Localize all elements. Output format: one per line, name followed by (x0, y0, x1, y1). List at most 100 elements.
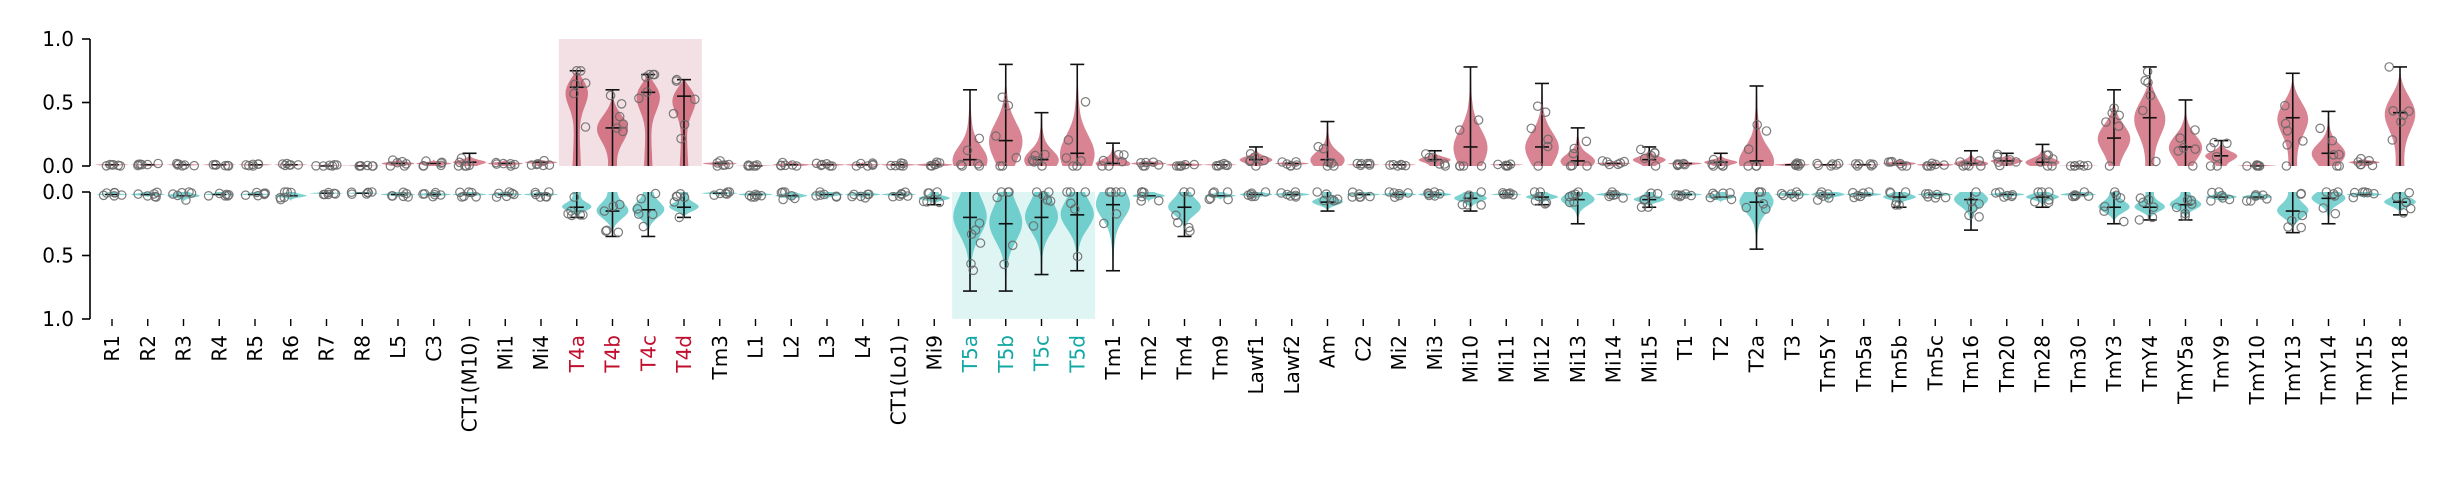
point-bottom-Lawf1 (1247, 191, 1257, 202)
point-top-L3 (821, 159, 832, 169)
point-bottom-L5 (398, 187, 409, 198)
point-top-T2a (1743, 144, 1754, 154)
point-top-R2 (135, 159, 145, 169)
point-bottom-Tm28 (2033, 187, 2043, 197)
point-bottom-Lawf1 (1260, 187, 1271, 197)
point-top-T4c (648, 69, 658, 80)
violin-top-T4d (668, 74, 700, 166)
point-bottom-Mi13 (1573, 187, 1584, 197)
category-label: R7 (315, 335, 339, 362)
point-bottom-T5b (1003, 187, 1013, 197)
point-top-T4d (676, 133, 686, 144)
point-bottom-T5c (1028, 221, 1039, 231)
point-top-T2 (1708, 154, 1719, 165)
point-top-Mi3 (1434, 159, 1445, 169)
point-top-T5a (957, 161, 967, 171)
point-bottom-Mi4 (540, 191, 551, 202)
point-bottom-Tm28 (2043, 197, 2054, 208)
point-top-T5b (1011, 152, 1022, 163)
point-bottom-R8 (361, 189, 372, 199)
category-label: T4a (565, 335, 589, 373)
point-top-Am (1329, 161, 1339, 171)
point-top-L2 (791, 161, 802, 171)
point-top-Mi12 (1543, 134, 1553, 145)
category-label: R4 (207, 335, 231, 362)
point-bottom-T4c (650, 188, 661, 199)
point-top-L1 (750, 161, 761, 171)
violin-bottom-T4d (669, 189, 699, 223)
point-bottom-Tm5c (1921, 189, 1931, 199)
point-bottom-Tm9 (1222, 187, 1233, 197)
point-top-T5a (974, 161, 985, 171)
point-top-TmY15 (2367, 160, 2378, 171)
point-top-Mi13 (1569, 143, 1580, 154)
violin-bottom-R7 (309, 187, 344, 200)
category-label: Lawf2 (1280, 335, 1304, 395)
point-top-TmY9 (2206, 142, 2216, 153)
point-top-C3 (421, 156, 431, 166)
y-tick-label-top: 0.0 (42, 154, 74, 178)
category-label: Tm1 (1101, 335, 1125, 380)
category-label: TmY18 (2388, 335, 2412, 405)
point-top-TmY13 (2280, 100, 2290, 111)
category-label: Mi14 (1602, 335, 1626, 383)
point-top-Tm20 (2011, 157, 2021, 167)
point-top-TmY5a (2190, 144, 2200, 154)
point-top-Mi14 (1602, 157, 1612, 167)
point-bottom-R4 (220, 191, 230, 201)
point-bottom-CT1(Lo1) (888, 191, 898, 202)
point-top-T2a (1743, 161, 1753, 171)
point-bottom-Mi4 (530, 189, 541, 200)
point-bottom-Tm1 (1111, 209, 1122, 219)
category-label: C3 (422, 335, 446, 362)
point-top-T4b (618, 119, 629, 129)
point-top-T5b (997, 92, 1008, 102)
point-top-T2 (1718, 161, 1728, 171)
point-top-TmY4 (2142, 66, 2153, 77)
point-top-T4c (642, 87, 652, 97)
point-top-TmY15 (2355, 159, 2366, 170)
point-top-Tm1 (1098, 155, 1109, 166)
violin-bottom-TmY15 (2346, 187, 2382, 203)
category-label: T5c (1030, 335, 1054, 372)
point-bottom-Am (1312, 187, 1322, 197)
violin-top-C2 (1346, 158, 1381, 171)
y-tick-label-bottom: 0.5 (42, 244, 74, 268)
point-bottom-T4b (600, 226, 611, 236)
point-bottom-TmY18 (2398, 208, 2409, 218)
point-bottom-R6 (286, 187, 296, 198)
violin-bottom-T4c (632, 188, 665, 238)
point-bottom-L2 (789, 193, 800, 204)
point-top-T5a (974, 133, 985, 144)
point-top-Tm5a (1850, 159, 1861, 169)
point-bottom-Am (1319, 195, 1329, 206)
point-top-Tm30 (2075, 160, 2085, 170)
point-top-Mi12 (1533, 161, 1543, 171)
category-label: Mi15 (1637, 335, 1661, 383)
point-bottom-TmY15 (2349, 187, 2360, 198)
category-label: R2 (136, 335, 160, 362)
point-top-TmY13 (2282, 140, 2292, 150)
point-top-Lawf2 (1285, 161, 1296, 171)
point-bottom-TmY5a (2171, 202, 2182, 213)
violin-bottom-Tm5b (1883, 187, 1916, 210)
violin-bottom-R3 (167, 187, 200, 205)
point-bottom-Mi10 (1457, 199, 1468, 210)
point-top-TmY13 (2298, 136, 2308, 146)
point-bottom-Mi13 (1569, 197, 1579, 207)
point-top-L3 (824, 161, 835, 171)
point-bottom-R4 (214, 188, 225, 199)
point-bottom-T5a (975, 238, 986, 248)
violin-top-R7 (306, 160, 347, 171)
point-top-T4d (679, 119, 690, 130)
point-bottom-Tm5a (1858, 188, 1868, 198)
point-bottom-TmY15 (2348, 192, 2359, 203)
violin-bottom-Lawf1 (1239, 187, 1273, 202)
point-bottom-Tm9 (1204, 194, 1215, 205)
point-bottom-L1 (744, 190, 755, 201)
point-top-Mi15 (1646, 150, 1657, 161)
violin-bottom-L3 (810, 187, 844, 202)
point-bottom-T4b (614, 199, 625, 210)
category-label: Mi2 (1387, 335, 1411, 371)
violin-top-TmY13 (2277, 72, 2309, 171)
